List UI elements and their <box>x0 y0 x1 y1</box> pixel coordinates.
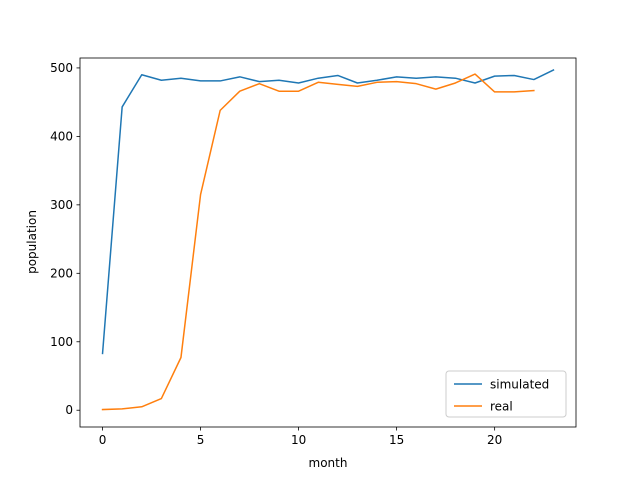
x-tick-label: 10 <box>291 433 306 447</box>
series-line-simulated <box>101 68 555 355</box>
y-tick-label: 400 <box>50 129 73 143</box>
y-tick-label: 100 <box>50 335 73 349</box>
series-line-real <box>101 73 535 411</box>
x-axis-label: month <box>309 456 348 470</box>
y-tick-label: 200 <box>50 266 73 280</box>
legend: simulated real <box>445 370 567 418</box>
legend-label-simulated: simulated <box>490 378 549 392</box>
x-tick-label: 20 <box>487 433 502 447</box>
plot-area <box>101 68 555 411</box>
legend-label-real: real <box>490 400 513 414</box>
y-tick-label: 0 <box>65 403 73 417</box>
axes-frame <box>79 57 577 428</box>
x-tick-label: 15 <box>389 433 404 447</box>
x-tick-label: 0 <box>99 433 107 447</box>
y-axis-label: population <box>25 210 39 274</box>
y-tick-label: 300 <box>50 198 73 212</box>
y-tick-label: 500 <box>50 61 73 75</box>
x-tick-label: 5 <box>197 433 205 447</box>
